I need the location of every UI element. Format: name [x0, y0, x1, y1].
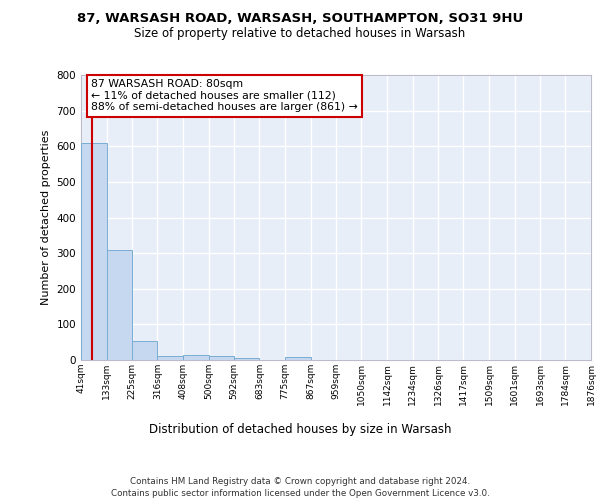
Text: Contains HM Land Registry data © Crown copyright and database right 2024.: Contains HM Land Registry data © Crown c…	[130, 478, 470, 486]
Bar	[209, 356, 234, 360]
Text: Contains public sector information licensed under the Open Government Licence v3: Contains public sector information licen…	[110, 489, 490, 498]
Text: Size of property relative to detached houses in Warsash: Size of property relative to detached ho…	[134, 28, 466, 40]
Text: Distribution of detached houses by size in Warsash: Distribution of detached houses by size …	[149, 422, 451, 436]
Text: 87 WARSASH ROAD: 80sqm
← 11% of detached houses are smaller (112)
88% of semi-de: 87 WARSASH ROAD: 80sqm ← 11% of detached…	[91, 80, 358, 112]
Bar	[234, 358, 259, 360]
Bar	[183, 356, 209, 360]
Y-axis label: Number of detached properties: Number of detached properties	[41, 130, 51, 305]
Bar	[285, 357, 311, 360]
Text: 87, WARSASH ROAD, WARSASH, SOUTHAMPTON, SO31 9HU: 87, WARSASH ROAD, WARSASH, SOUTHAMPTON, …	[77, 12, 523, 26]
Bar	[132, 342, 157, 360]
Bar	[107, 250, 132, 360]
Bar	[81, 144, 107, 360]
Bar	[157, 356, 183, 360]
